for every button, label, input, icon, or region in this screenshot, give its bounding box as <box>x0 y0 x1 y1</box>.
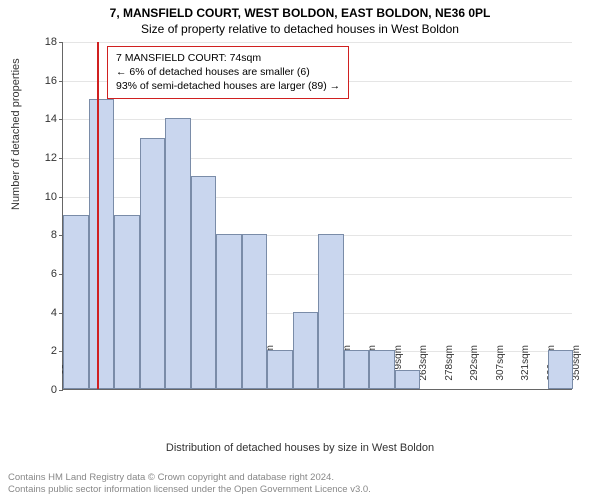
histogram-bar <box>267 350 293 389</box>
histogram-bar <box>140 138 166 389</box>
title-line-2: Size of property relative to detached ho… <box>0 20 600 36</box>
footer-line-1: Contains HM Land Registry data © Crown c… <box>8 472 371 484</box>
chart-container: 7, MANSFIELD COURT, WEST BOLDON, EAST BO… <box>0 0 600 500</box>
y-axis-label: Number of detached properties <box>10 58 22 210</box>
y-tick-label: 18 <box>45 36 63 48</box>
histogram-bar <box>395 370 421 389</box>
y-tick-label: 12 <box>45 152 63 164</box>
histogram-bar <box>369 350 395 389</box>
histogram-bar <box>242 234 268 389</box>
subject-marker-line <box>97 42 99 389</box>
y-tick-label: 4 <box>51 307 63 319</box>
histogram-bar <box>63 215 89 389</box>
y-tick-label: 16 <box>45 75 63 87</box>
y-tick-label: 8 <box>51 229 63 241</box>
histogram-bar <box>114 215 140 389</box>
subject-infobox: 7 MANSFIELD COURT: 74sqm ← 6% of detache… <box>107 46 349 99</box>
y-tick-label: 6 <box>51 268 63 280</box>
plot-area: 7 MANSFIELD COURT: 74sqm ← 6% of detache… <box>62 42 572 390</box>
title-line-1: 7, MANSFIELD COURT, WEST BOLDON, EAST BO… <box>0 0 600 20</box>
histogram-bar <box>165 118 191 389</box>
infobox-line-2: ← 6% of detached houses are smaller (6) <box>116 65 340 79</box>
histogram-bar <box>293 312 319 389</box>
histogram-bar <box>548 350 574 389</box>
histogram-bar <box>344 350 370 389</box>
footer-attribution: Contains HM Land Registry data © Crown c… <box>8 472 371 496</box>
infobox-line-1: 7 MANSFIELD COURT: 74sqm <box>116 51 340 65</box>
histogram-bar <box>191 176 217 389</box>
y-tick-label: 10 <box>45 191 63 203</box>
histogram-bar <box>89 99 115 389</box>
y-tick-label: 14 <box>45 113 63 125</box>
histogram-bar <box>216 234 242 389</box>
histogram-bar <box>318 234 344 389</box>
x-axis-label: Distribution of detached houses by size … <box>0 442 600 454</box>
footer-line-2: Contains public sector information licen… <box>8 484 371 496</box>
infobox-line-3: 93% of semi-detached houses are larger (… <box>116 79 340 93</box>
